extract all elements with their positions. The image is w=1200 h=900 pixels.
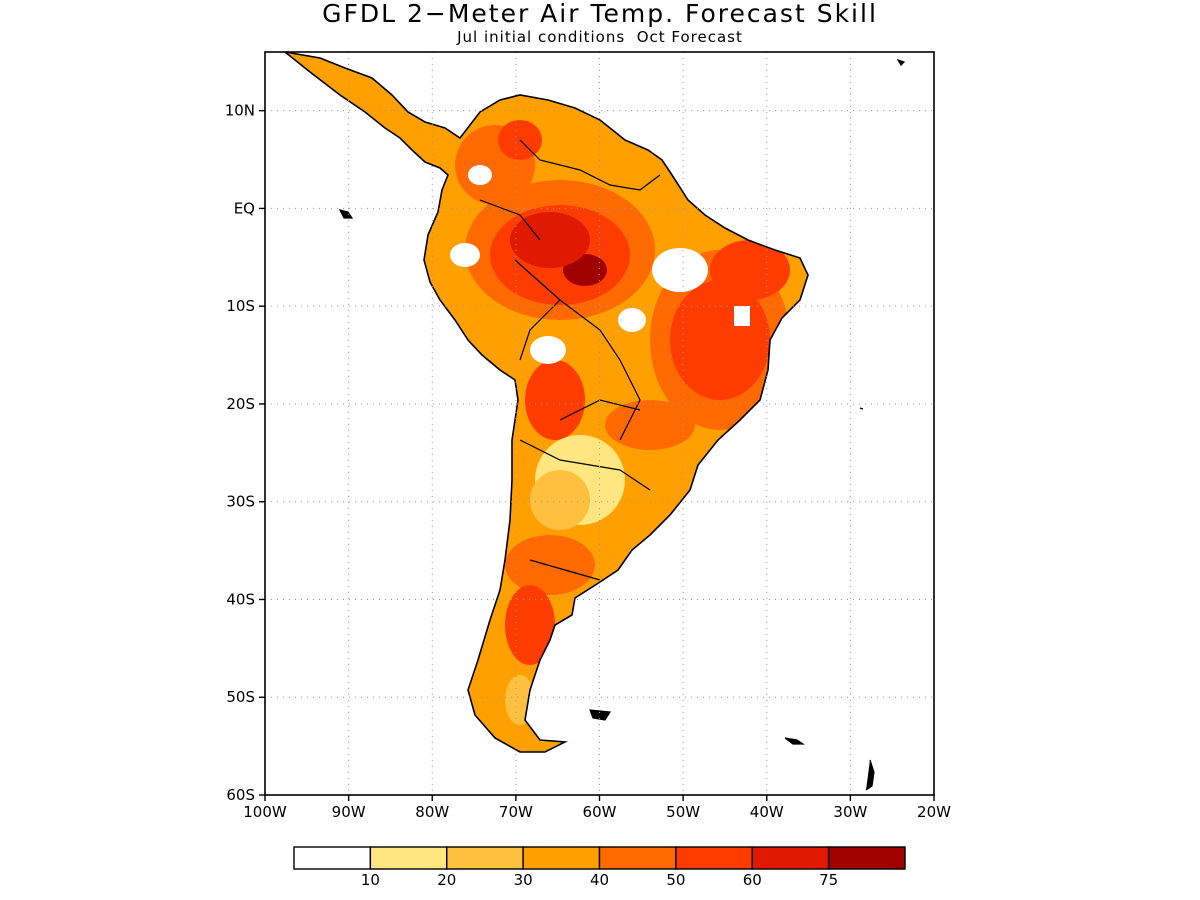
skill-shading [284, 52, 906, 791]
lon-tick-label: 20W [917, 803, 951, 821]
map-subtitle: Jul initial conditions Oct Forecast [457, 28, 743, 46]
lon-tick-label: 30W [833, 803, 867, 821]
lat-tick-label: 40S [226, 590, 255, 608]
lon-tick-label: 100W [243, 803, 287, 821]
colorbar-swatch [598, 846, 677, 870]
colorbar-swatch [522, 846, 601, 870]
lat-tick-label: 50S [226, 688, 255, 706]
lat-tick-label: 20S [226, 395, 255, 413]
colorbar-label: 75 [819, 871, 838, 889]
lat-tick-label: EQ [234, 199, 255, 217]
coastline [284, 52, 809, 753]
colorbar-swatch [293, 846, 372, 870]
colorbar-label: 10 [361, 871, 380, 889]
colorbar-label: 50 [666, 871, 685, 889]
lon-tick-label: 90W [332, 803, 366, 821]
lon-tick-label: 80W [415, 803, 449, 821]
map-title: GFDL 2−Meter Air Temp. Forecast Skill [322, 0, 878, 28]
lat-tick-label: 60S [226, 786, 255, 804]
lon-tick-label: 60W [583, 803, 617, 821]
colorbar-swatch [751, 846, 830, 870]
lon-tick-label: 70W [499, 803, 533, 821]
colorbar-swatch [675, 846, 753, 870]
lat-tick-label: 10S [226, 297, 255, 315]
colorbar-label: 40 [590, 871, 609, 889]
lat-tick-label: 30S [226, 493, 255, 511]
colorbar-swatch [446, 846, 524, 870]
colorbar-swatch [369, 846, 448, 870]
lon-tick-label: 40W [750, 803, 784, 821]
lat-tick-label: 10N [225, 102, 255, 120]
longitude-axis: 100W 90W 80W 70W 60W 50W 40W 30W 20W [243, 795, 951, 821]
islands [338, 58, 906, 791]
colorbar-label: 20 [437, 871, 456, 889]
colorbar-legend: 10 20 30 40 50 60 75 [293, 846, 906, 889]
latitude-axis: 10N EQ 10S 20S 30S 40S 50S 60S [225, 102, 265, 804]
colorbar-label: 60 [743, 871, 762, 889]
colorbar-swatch [827, 846, 906, 870]
colorbar-label: 30 [514, 871, 533, 889]
lon-tick-label: 50W [666, 803, 700, 821]
